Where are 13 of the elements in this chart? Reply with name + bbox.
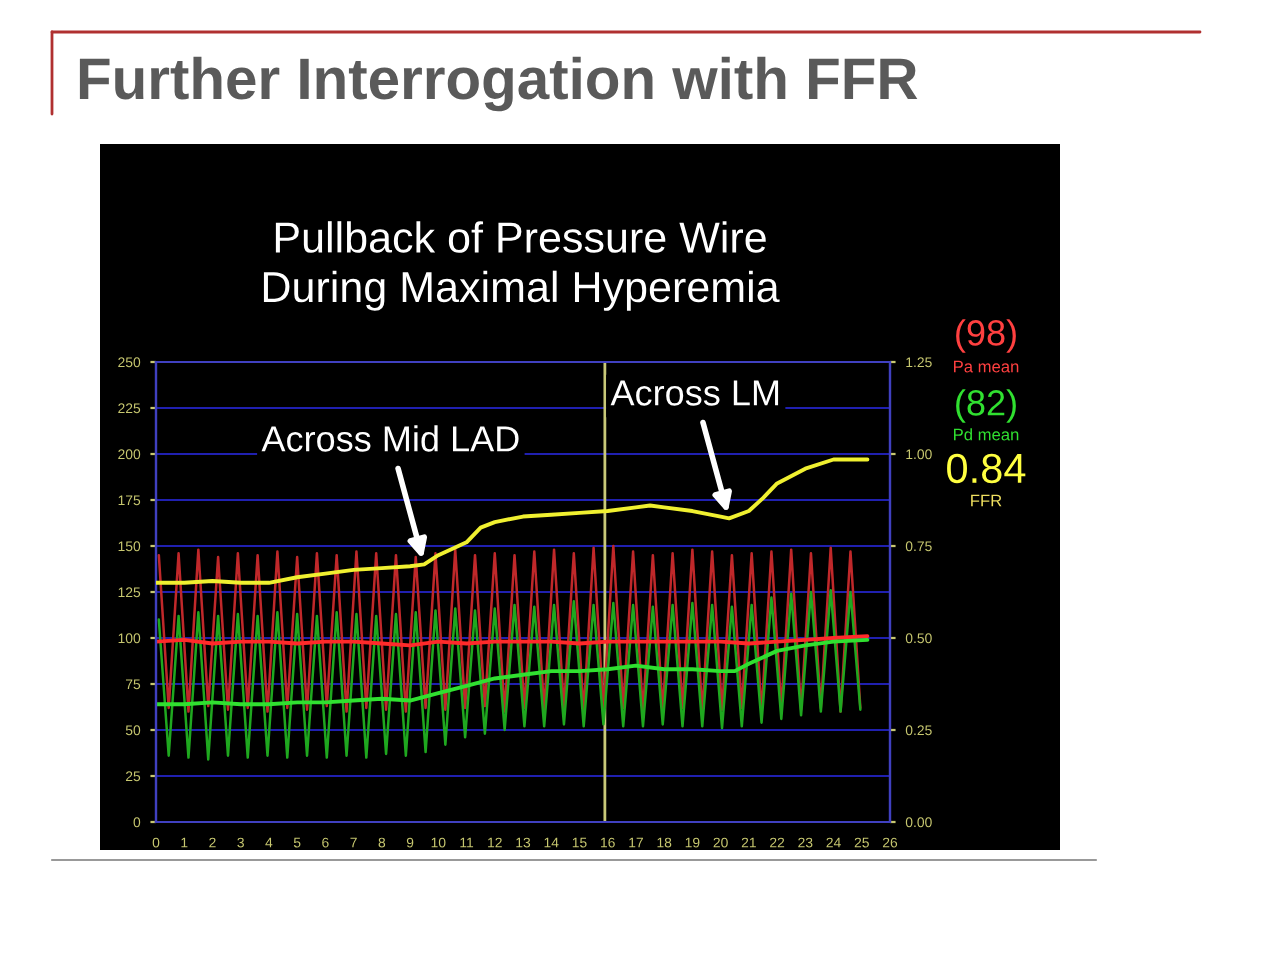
annotation: Across LM bbox=[610, 380, 779, 406]
text: Pa mean bbox=[954, 360, 1019, 373]
text: Pd mean bbox=[954, 428, 1019, 441]
text: 0.84 bbox=[947, 453, 1026, 484]
line-series bbox=[157, 588, 862, 761]
line-series bbox=[156, 637, 870, 707]
text: (82) bbox=[956, 389, 1016, 423]
annotation: Across Mid LAD bbox=[261, 425, 519, 452]
line-series bbox=[156, 457, 870, 585]
chart-subtitle: Pullback of Pressure Wire During Maximal Hyperemia bbox=[263, 221, 780, 311]
text: FFR bbox=[971, 494, 1002, 507]
text: (98) bbox=[956, 319, 1016, 353]
chart-title: Further Interrogation with FFR bbox=[79, 56, 918, 112]
